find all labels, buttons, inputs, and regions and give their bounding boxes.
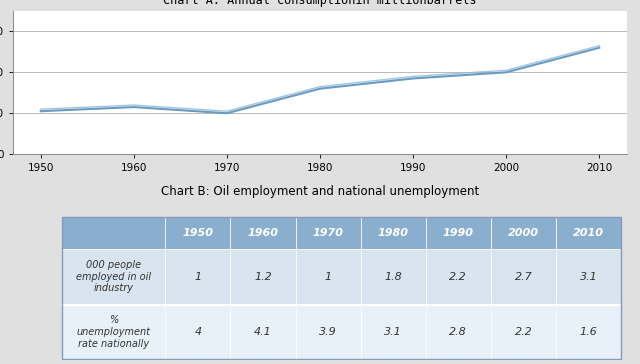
Text: 1980: 1980 xyxy=(378,228,409,238)
Bar xyxy=(491,249,556,305)
Text: 2.2: 2.2 xyxy=(449,272,467,282)
Text: 3.1: 3.1 xyxy=(580,272,597,282)
Text: 1: 1 xyxy=(324,272,332,282)
Text: 1.6: 1.6 xyxy=(580,327,597,337)
Text: 1960: 1960 xyxy=(248,228,278,238)
Bar xyxy=(230,305,296,359)
Text: 2010: 2010 xyxy=(573,228,604,238)
Bar xyxy=(556,217,621,249)
Bar xyxy=(296,249,361,305)
Bar xyxy=(426,305,491,359)
Text: 1: 1 xyxy=(195,272,202,282)
Title: Chart A: Annual consumptionin millionbarrels: Chart A: Annual consumptionin millionbar… xyxy=(163,0,477,7)
Bar xyxy=(165,249,230,305)
Bar xyxy=(62,217,165,249)
Text: 3.9: 3.9 xyxy=(319,327,337,337)
Text: 1990: 1990 xyxy=(443,228,474,238)
Text: 2.2: 2.2 xyxy=(515,327,532,337)
Bar xyxy=(491,305,556,359)
Text: 2.7: 2.7 xyxy=(515,272,532,282)
Bar xyxy=(361,217,426,249)
Bar xyxy=(296,217,361,249)
Bar xyxy=(361,249,426,305)
Bar xyxy=(165,305,230,359)
Text: 000 people
employed in oil
industry: 000 people employed in oil industry xyxy=(76,260,151,293)
Text: 4.1: 4.1 xyxy=(254,327,272,337)
Text: 1.2: 1.2 xyxy=(254,272,272,282)
Bar xyxy=(296,305,361,359)
Bar xyxy=(230,217,296,249)
Text: %
unemployment
rate nationally: % unemployment rate nationally xyxy=(77,315,150,349)
Bar xyxy=(556,305,621,359)
Bar xyxy=(165,217,230,249)
Bar xyxy=(491,217,556,249)
Bar xyxy=(556,249,621,305)
Text: 1970: 1970 xyxy=(312,228,344,238)
Text: Chart B: Oil employment and national unemployment: Chart B: Oil employment and national une… xyxy=(161,185,479,198)
Text: 2000: 2000 xyxy=(508,228,539,238)
Bar xyxy=(62,305,165,359)
Text: 2.8: 2.8 xyxy=(449,327,467,337)
Text: 4: 4 xyxy=(195,327,202,337)
Bar xyxy=(62,249,165,305)
Text: 1950: 1950 xyxy=(182,228,213,238)
Bar xyxy=(230,249,296,305)
Bar xyxy=(426,249,491,305)
Bar xyxy=(426,217,491,249)
Bar xyxy=(361,305,426,359)
Text: 1.8: 1.8 xyxy=(385,272,402,282)
Text: 3.1: 3.1 xyxy=(385,327,402,337)
